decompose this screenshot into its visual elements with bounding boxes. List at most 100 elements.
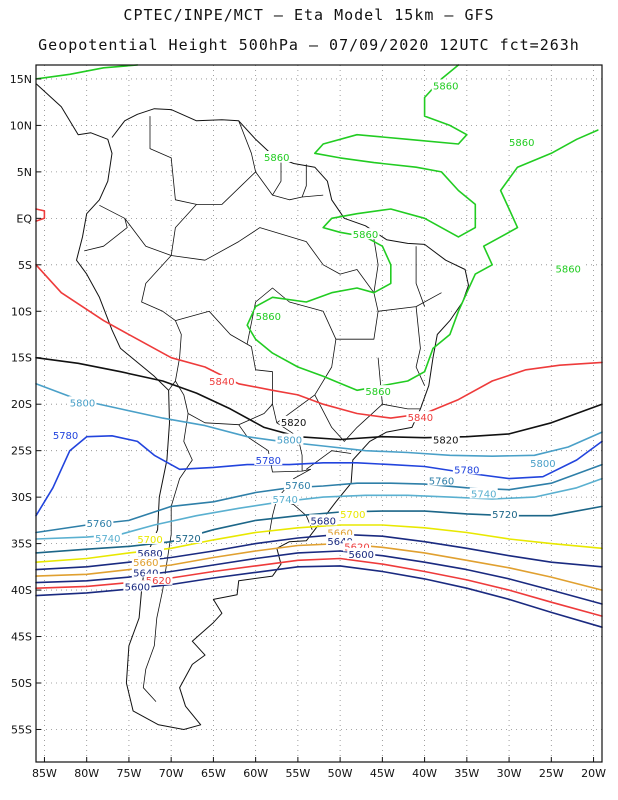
contour-label-bg (51, 428, 80, 440)
contour-5860 (246, 64, 599, 392)
lat-tick-label: EQ (16, 212, 32, 225)
map-frame (35, 64, 603, 763)
contour-label-bg (68, 396, 97, 408)
contour-5740 (35, 477, 603, 540)
lat-tick-label: 10S (11, 305, 32, 318)
contour-label-bg (275, 433, 304, 445)
country-border (124, 120, 256, 256)
country-border (382, 403, 421, 410)
contour-label-bg (254, 453, 283, 465)
contour-label-bg (452, 463, 481, 475)
lon-tick-label: 40W (412, 767, 437, 780)
contour-labels: 5860 5860 5860 5860 5860 5860 5860 5840 5840 5820… (51, 79, 583, 593)
contour-label-5760: 5760 (429, 476, 454, 487)
country-border (149, 116, 197, 205)
lat-tick-label: 5N (17, 166, 32, 179)
contour-label-bg (123, 580, 152, 592)
lat-tick-label: 35S (11, 538, 32, 551)
contour-5780 (35, 435, 603, 517)
country-border (272, 162, 282, 196)
contour-label-5660: 5660 (327, 528, 352, 539)
contour-5700 (35, 524, 603, 563)
contour-label-bg (131, 566, 160, 578)
contour-label-bg (427, 474, 456, 486)
lat-tick-label: 45S (11, 631, 32, 644)
contour-label-bg (351, 228, 380, 240)
lat-tick-label: 25S (11, 445, 32, 458)
country-border (255, 171, 324, 201)
contour-label-5760: 5760 (87, 519, 112, 530)
country-border (306, 450, 352, 470)
lon-tick-label: 55W (285, 767, 310, 780)
country-border (142, 413, 193, 702)
contour-label-5740: 5740 (272, 495, 297, 506)
contour-label-bg (136, 546, 165, 558)
contour-label-bg (347, 547, 376, 559)
contour-label-5720: 5720 (492, 510, 517, 521)
contour-label-bg (554, 262, 583, 274)
lon-tick-label: 60W (243, 767, 268, 780)
contour-label-5660: 5660 (133, 558, 158, 569)
contour-label-5800: 5800 (530, 459, 555, 470)
contour-label-bg (364, 385, 393, 397)
contour-label-5860: 5860 (264, 153, 289, 164)
country-border (175, 310, 273, 426)
contour-label-bg (338, 507, 367, 519)
lon-tick-label: 50W (328, 767, 353, 780)
axis-ticks: 85W 80W 75W 70W 65W 60W 55W 50W 45W 40W 35W 30W 25W 2… (10, 73, 606, 780)
lat-tick-label: 15S (11, 352, 32, 365)
contour-label-5620: 5620 (146, 576, 171, 587)
contour-label-5840: 5840 (408, 413, 433, 424)
contour-5820 (35, 356, 603, 441)
coastline (35, 83, 469, 730)
contour-label-5860: 5860 (509, 138, 534, 149)
contour-label-5700: 5700 (137, 535, 162, 546)
contour-label-5700: 5700 (340, 510, 365, 521)
map-title-line2: Geopotential Height 500hPa – 07/09/2020 … (38, 36, 580, 54)
contour-label-5640: 5640 (327, 537, 352, 548)
lat-tick-label: 10N (10, 119, 32, 132)
lon-tick-label: 65W (201, 767, 226, 780)
contour-label-5820: 5820 (433, 436, 458, 447)
lat-tick-label: 20S (11, 398, 32, 411)
lon-tick-label: 35W (454, 767, 479, 780)
contour-label-bg (144, 573, 173, 585)
lat-tick-label: 55S (11, 723, 32, 736)
contour-label-5820: 5820 (281, 418, 306, 429)
contour-5860 (35, 64, 139, 80)
lon-tick-label: 45W (370, 767, 395, 780)
country-border (415, 306, 425, 386)
contour-label-bg (326, 526, 355, 538)
contour-label-5680: 5680 (137, 549, 162, 560)
contour-label-bg (309, 514, 338, 526)
contour-label-bg (85, 517, 114, 529)
contour-label-bg (283, 479, 312, 491)
lat-tick-label: 5S (18, 259, 32, 272)
contour-label-5780: 5780 (454, 465, 479, 476)
contour-5600 (35, 565, 603, 628)
lon-tick-label: 30W (497, 767, 522, 780)
contour-label-bg (174, 532, 203, 544)
contour-label-5860: 5860 (353, 230, 378, 241)
contour-5840 (35, 264, 603, 419)
country-border (415, 246, 425, 307)
contour-label-bg (528, 456, 557, 468)
contour-label-5600: 5600 (125, 582, 150, 593)
contour-label-5720: 5720 (175, 534, 200, 545)
contour-label-5680: 5680 (310, 516, 335, 527)
contour-label-bg (131, 556, 160, 568)
contour-5800 (35, 383, 603, 457)
country-border (314, 357, 383, 442)
lon-tick-label: 25W (539, 767, 564, 780)
country-border (171, 227, 379, 312)
contour-label-bg (507, 136, 536, 148)
lon-tick-label: 70W (159, 767, 184, 780)
contour-label-5860: 5860 (365, 387, 390, 398)
contour-label-bg (279, 415, 308, 427)
contour-label-5780: 5780 (256, 456, 281, 467)
contour-label-5800: 5800 (277, 436, 302, 447)
country-border (301, 164, 307, 198)
contour-label-5840: 5840 (209, 377, 234, 388)
lon-tick-label: 20W (581, 767, 606, 780)
